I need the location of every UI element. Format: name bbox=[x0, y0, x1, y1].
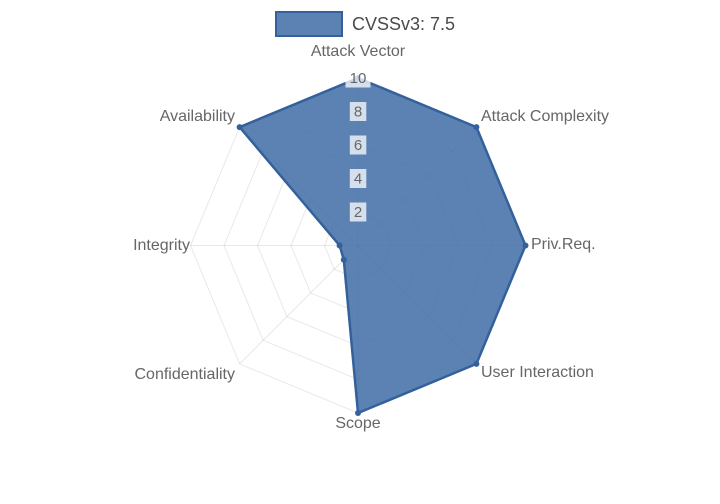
axis-label-integrity: Integrity bbox=[133, 237, 190, 254]
legend-swatch bbox=[275, 11, 343, 37]
tick-label-10: 10 bbox=[350, 70, 367, 87]
tick-backdrop-2 bbox=[349, 202, 367, 222]
data-point-scope[interactable] bbox=[355, 410, 361, 416]
axis-label-attack-vector: Attack Vector bbox=[311, 43, 406, 60]
axis-label-attack-complexity: Attack Complexity bbox=[481, 108, 609, 125]
tick-backdrop-10 bbox=[345, 68, 371, 88]
tick-backdrop-4 bbox=[349, 169, 367, 188]
axis-label-priv-req: Priv.Req. bbox=[531, 236, 596, 253]
tick-backdrop-6 bbox=[349, 135, 367, 155]
data-point-attack-complexity[interactable] bbox=[473, 124, 480, 131]
data-point-priv-req[interactable] bbox=[522, 242, 529, 249]
tick-label-8: 8 bbox=[354, 104, 362, 121]
data-point-integrity[interactable] bbox=[336, 242, 343, 249]
angle-line-confidentiality bbox=[239, 245, 359, 365]
data-point-user-interaction[interactable] bbox=[473, 360, 480, 367]
axis-label-availability: Availability bbox=[160, 108, 235, 125]
tick-backdrop-8 bbox=[349, 102, 367, 121]
data-point-confidentiality[interactable] bbox=[340, 256, 347, 263]
tick-label-2: 2 bbox=[354, 204, 362, 221]
legend[interactable]: CVSSv3: 7.5 bbox=[275, 11, 455, 37]
axis-label-user-interaction: User Interaction bbox=[481, 364, 594, 381]
tick-label-6: 6 bbox=[354, 137, 362, 154]
axis-labels: Attack Vector Attack Complexity Priv.Req. U… bbox=[133, 43, 609, 432]
tick-labels: 2 4 6 8 10 bbox=[345, 68, 371, 222]
data-point-availability[interactable] bbox=[236, 124, 243, 131]
legend-label: CVSSv3: 7.5 bbox=[352, 14, 456, 34]
tick-label-4: 4 bbox=[354, 171, 362, 188]
axis-label-scope: Scope bbox=[335, 415, 380, 432]
axis-label-confidentiality: Confidentiality bbox=[135, 366, 236, 383]
